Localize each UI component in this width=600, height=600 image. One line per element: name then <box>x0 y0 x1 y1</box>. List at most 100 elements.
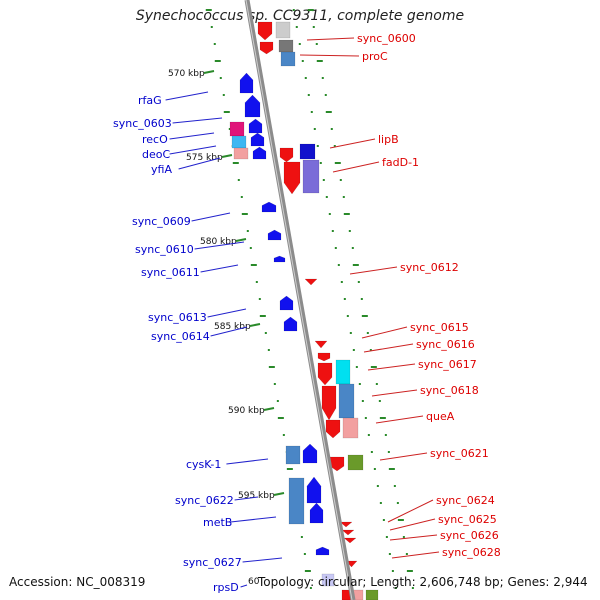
gene-arrow <box>252 146 267 160</box>
gene-label-forward: sync_0603 <box>113 117 172 130</box>
leader-line <box>242 557 283 563</box>
gene-label-forward: sync_0622 <box>175 494 234 507</box>
tick-mark <box>364 417 367 419</box>
leader-line <box>367 363 416 371</box>
tick-mark <box>241 213 248 215</box>
tick-mark <box>319 162 322 164</box>
tick-mark <box>357 281 360 283</box>
tick-mark <box>268 366 275 368</box>
gene-arrow <box>259 41 274 55</box>
label-leaders <box>165 37 440 588</box>
gene-box <box>280 51 296 67</box>
kbp-tick <box>249 323 261 327</box>
tick-mark <box>397 519 404 521</box>
tick-mark <box>396 502 399 504</box>
tick-mark <box>250 264 257 266</box>
kbp-label: 580 kbp <box>200 237 237 247</box>
tick-mark <box>276 400 279 402</box>
genome-backbone <box>244 0 356 600</box>
tick-mark <box>303 553 306 555</box>
tick-mark <box>382 519 385 521</box>
tick-mark <box>282 434 285 436</box>
gene-label-forward: sync_0611 <box>141 266 200 279</box>
gene-box <box>338 383 355 419</box>
gene-arrow <box>267 229 282 241</box>
leader-line <box>371 389 418 397</box>
tick-mark <box>309 587 312 589</box>
gene-arrow <box>257 21 273 41</box>
tick-mark <box>307 9 314 11</box>
tick-mark <box>316 145 319 147</box>
tick-mark <box>295 26 298 28</box>
backbone-line <box>244 0 356 600</box>
gene-box <box>233 147 249 160</box>
kbp-label: 60 <box>248 577 260 587</box>
tick-mark <box>405 553 408 555</box>
gene-label-reverse: sync_0617 <box>418 358 477 371</box>
tick-mark <box>325 111 332 113</box>
leader-line <box>191 212 231 222</box>
tick-mark <box>361 400 364 402</box>
kbp-tick <box>221 154 233 158</box>
tick-mark <box>246 230 249 232</box>
leader-line <box>234 496 259 501</box>
tick-mark <box>334 162 341 164</box>
tick-mark <box>375 383 378 385</box>
tick-mark <box>315 43 318 45</box>
gene-label-reverse: lipB <box>378 133 399 146</box>
gene-label-forward: metB <box>203 516 232 529</box>
kbp-label: 595 kbp <box>238 491 275 501</box>
gene-arrow <box>302 443 318 464</box>
tick-mark <box>360 298 363 300</box>
tick-mark <box>300 536 303 538</box>
tick-mark <box>358 383 361 385</box>
tick-mark <box>343 298 346 300</box>
tick-mark <box>264 332 267 334</box>
leader-line <box>363 343 414 353</box>
gene-arrow <box>250 132 265 147</box>
gene-label-forward: sync_0614 <box>151 330 210 343</box>
gene-label-forward: recO <box>142 133 168 146</box>
tick-mark <box>333 145 336 147</box>
gene-arrow <box>248 118 263 134</box>
leader-line <box>387 499 434 523</box>
gene-label-reverse: sync_0628 <box>442 546 501 559</box>
tick-mark <box>237 179 240 181</box>
tick-mark <box>351 247 354 249</box>
tick-mark <box>313 128 316 130</box>
tick-mark <box>330 128 333 130</box>
kbp-label: 585 kbp <box>214 322 251 332</box>
tick-mark <box>339 179 342 181</box>
leader-line <box>389 518 436 531</box>
gene-label-reverse: sync_0625 <box>438 513 497 526</box>
leader-line <box>172 117 223 124</box>
gene-box <box>335 359 351 385</box>
tick-mark <box>304 77 307 79</box>
gene-arrow <box>339 521 353 528</box>
leader-line <box>207 308 247 318</box>
gene-arrow <box>309 502 324 524</box>
gene-label-reverse: sync_0621 <box>430 447 489 460</box>
gene-arrow <box>306 476 322 504</box>
gene-arrow <box>317 362 333 386</box>
gene-label-forward: deoC <box>142 148 170 161</box>
gene-arrow <box>279 147 294 163</box>
tick-mark <box>255 281 258 283</box>
leader-line <box>375 415 424 424</box>
tick-mark <box>277 417 284 419</box>
gene-label-reverse: sync_0615 <box>410 321 469 334</box>
topology-text: Topology: circular; Length: 2,606,748 bp… <box>258 575 588 589</box>
gene-labels: rfaG sync_0603 recO deoC yfiA sync_0609 sync_0… <box>113 32 501 594</box>
gene-label-reverse: sync_0616 <box>416 338 475 351</box>
gene-arrow <box>279 295 294 311</box>
leader-line <box>389 534 438 541</box>
gene-box <box>275 21 291 39</box>
gene-box <box>302 159 320 194</box>
tick-mark <box>328 213 331 215</box>
gene-arrow <box>314 340 328 349</box>
gene-label-forward: rfaG <box>138 94 162 107</box>
tick-mark <box>370 451 373 453</box>
tick-mark <box>324 94 327 96</box>
tick-mark <box>259 315 266 317</box>
tick-mark <box>298 43 301 45</box>
